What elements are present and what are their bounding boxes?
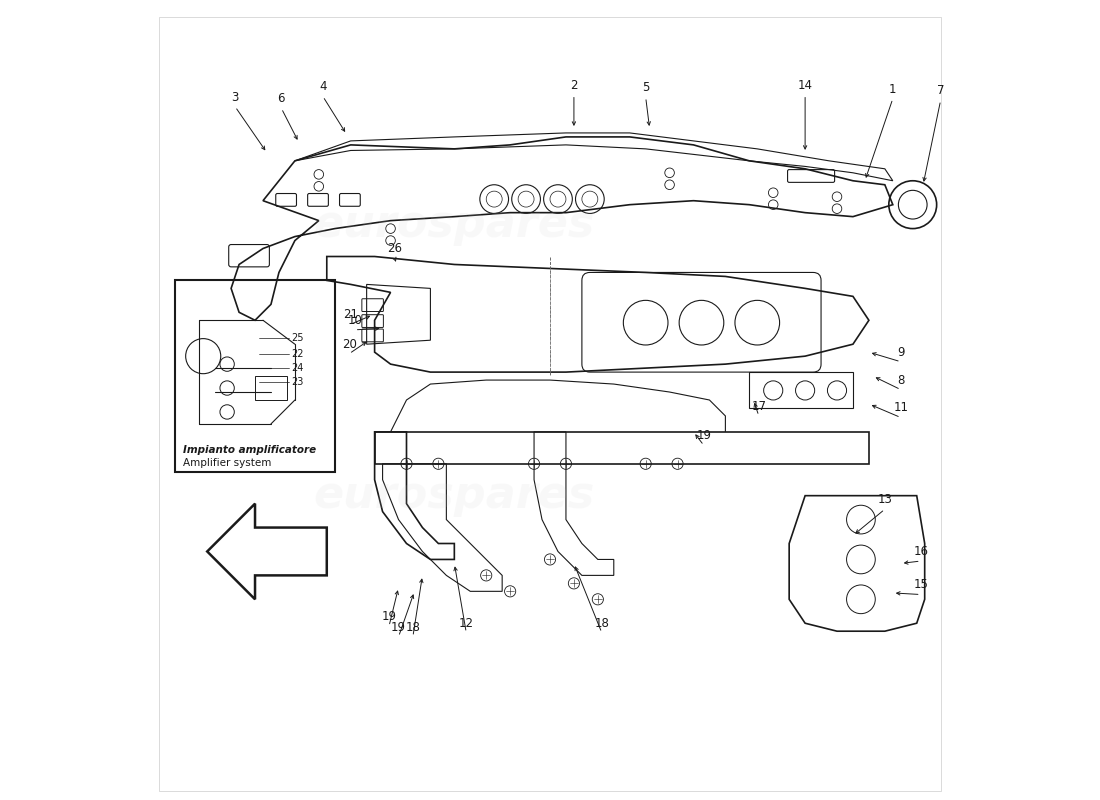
Text: 13: 13 <box>878 493 892 506</box>
Text: 23: 23 <box>290 378 304 387</box>
Text: 9: 9 <box>896 346 904 358</box>
Text: 19: 19 <box>696 430 712 442</box>
Text: 7: 7 <box>937 84 945 97</box>
Text: 17: 17 <box>751 400 767 413</box>
Text: 19: 19 <box>382 610 396 623</box>
Text: 1: 1 <box>889 82 896 95</box>
Text: 14: 14 <box>798 78 813 91</box>
Text: 3: 3 <box>231 90 239 103</box>
Text: eurospares: eurospares <box>314 203 595 246</box>
Text: 4: 4 <box>319 80 327 93</box>
Text: 26: 26 <box>387 242 402 255</box>
Text: 18: 18 <box>594 617 609 630</box>
Text: Amplifier system: Amplifier system <box>184 458 272 468</box>
Text: 8: 8 <box>898 374 904 386</box>
Text: 21: 21 <box>343 308 359 321</box>
Text: 5: 5 <box>642 81 649 94</box>
Text: 10: 10 <box>348 314 362 326</box>
Text: 6: 6 <box>277 92 285 105</box>
Text: 12: 12 <box>459 617 474 630</box>
Text: 11: 11 <box>893 402 909 414</box>
Text: 19: 19 <box>390 621 406 634</box>
Text: 2: 2 <box>570 78 578 91</box>
Text: eurospares: eurospares <box>314 474 595 517</box>
Text: 20: 20 <box>342 338 356 350</box>
Text: 24: 24 <box>290 363 304 373</box>
Text: 16: 16 <box>913 545 928 558</box>
Text: 18: 18 <box>406 621 420 634</box>
Text: Impianto amplificatore: Impianto amplificatore <box>184 446 317 455</box>
Text: 15: 15 <box>913 578 928 591</box>
Text: 22: 22 <box>290 349 304 358</box>
Text: 25: 25 <box>290 333 304 343</box>
